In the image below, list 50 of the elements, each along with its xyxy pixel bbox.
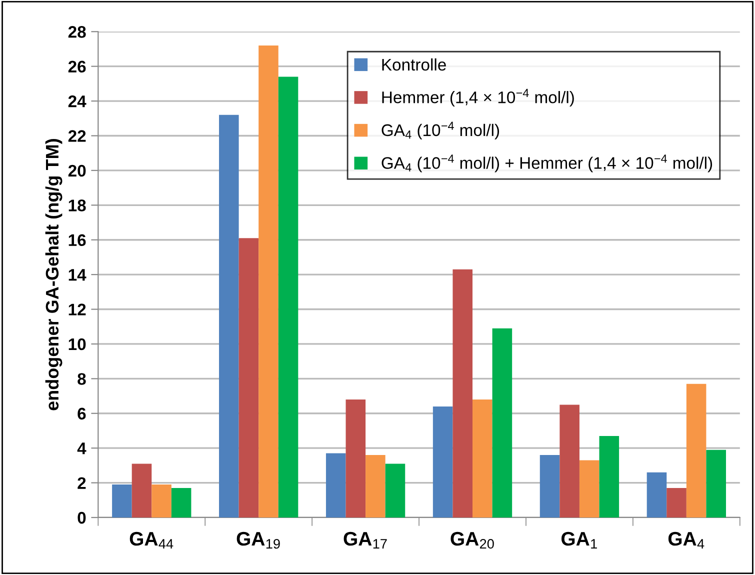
y-tick-label: 26 (68, 60, 86, 73)
y-tick-label: 4 (77, 442, 86, 454)
bar (278, 76, 298, 518)
bar (686, 384, 706, 518)
x-tick-label: GA$_{20}$ (450, 532, 494, 549)
bar (238, 238, 259, 518)
bar (706, 450, 726, 518)
bar (666, 488, 686, 518)
y-tick-label: 0 (78, 512, 86, 524)
legend-label: GA$_{4}$ (10$^{−4}$ mol/l) (382, 122, 500, 140)
bar (452, 269, 473, 518)
bar (599, 436, 620, 518)
bar (346, 400, 366, 518)
bar (112, 484, 132, 518)
bar (646, 472, 667, 518)
y-tick-label: 22 (68, 130, 86, 142)
bar (258, 46, 278, 518)
bar (540, 455, 560, 518)
y-tick-label: 12 (68, 304, 86, 316)
y-axis-title: endogener GA-Gehalt (ng/g TM) (45, 139, 62, 410)
bar (326, 453, 346, 518)
y-tick-label: 14 (68, 269, 86, 281)
x-tick-label: GA$_{1}$ (562, 532, 597, 549)
bar (432, 406, 453, 518)
y-tick-label: 2 (78, 477, 86, 489)
bar (366, 455, 386, 518)
legend-label: Kontrolle (382, 58, 446, 71)
bar (152, 484, 172, 518)
legend-label: Hemmer (1,4 × 10$^{−4}$ mol/l) (382, 88, 574, 107)
bar (560, 404, 580, 518)
bar (219, 114, 239, 518)
y-tick-label: 6 (78, 408, 86, 420)
bar (492, 328, 512, 518)
legend-label: GA$_{4}$ (10$^{−4}$ mol/l) + Hemmer (1,4 × 10$^{−4}$ mol/l) (382, 154, 712, 172)
bar (132, 464, 152, 518)
x-tick-label: GA$_{44}$ (130, 532, 174, 549)
bar (171, 488, 192, 518)
y-tick-label: 18 (68, 200, 86, 212)
y-tick-label: 24 (68, 95, 86, 108)
x-tick-label: GA$_{19}$ (236, 532, 280, 549)
y-tick-label: 20 (68, 164, 86, 177)
x-tick-label: GA$_{17}$ (344, 532, 387, 549)
y-tick-label: 16 (68, 234, 86, 246)
bar (472, 400, 492, 518)
y-tick-label: 28 (68, 26, 86, 38)
x-tick-label: GA$_{4}$ (668, 532, 704, 549)
bar (579, 460, 600, 518)
bar (385, 464, 406, 518)
y-tick-label: 8 (78, 373, 86, 385)
y-tick-label: 10 (68, 338, 86, 350)
